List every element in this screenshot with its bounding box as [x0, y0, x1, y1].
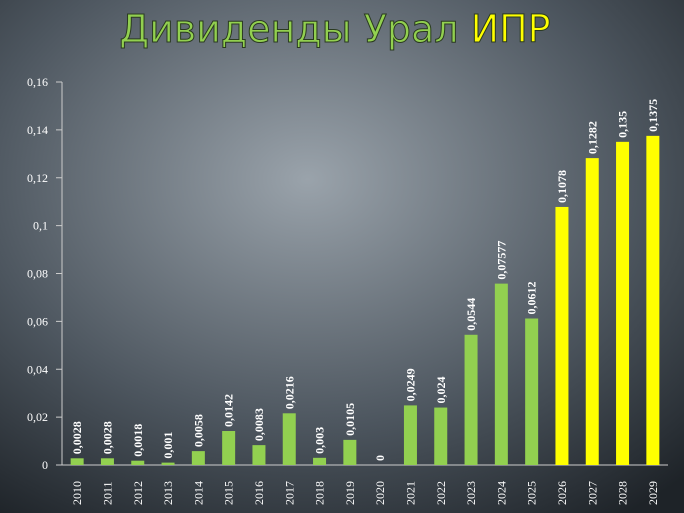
x-tick-label: 2029	[646, 481, 660, 505]
bar	[525, 318, 539, 465]
x-tick-label: 2010	[70, 481, 84, 505]
x-tick-label: 2013	[161, 481, 175, 505]
value-label: 0,135	[616, 111, 630, 138]
x-tick-label: 2011	[100, 481, 114, 505]
y-tick-label: 0,12	[27, 171, 48, 185]
bar	[222, 431, 236, 465]
value-label: 0,003	[313, 427, 327, 454]
bar	[252, 445, 266, 465]
value-label: 0,1375	[646, 99, 660, 132]
x-tick-label: 2019	[343, 481, 357, 505]
y-tick-label: 0,16	[27, 75, 48, 89]
y-tick-label: 0,02	[27, 410, 48, 424]
bar	[100, 458, 114, 465]
bar	[434, 407, 448, 465]
bar	[131, 460, 145, 465]
value-label: 0,0216	[282, 376, 296, 409]
bar	[494, 283, 508, 465]
bar	[282, 413, 296, 465]
bar	[313, 457, 327, 465]
value-label: 0,1078	[555, 170, 569, 203]
bar	[585, 158, 599, 465]
y-tick-label: 0,1	[33, 219, 48, 233]
value-label: 0,0612	[525, 282, 539, 315]
title-main: Дивиденды Урал	[119, 7, 458, 51]
y-tick-label: 0,08	[27, 267, 48, 281]
x-tick-label: 2028	[616, 481, 630, 505]
x-tick-label: 2018	[313, 481, 327, 505]
bar	[403, 405, 417, 465]
y-tick-label: 0	[42, 458, 48, 472]
x-tick-label: 2026	[555, 481, 569, 505]
value-label: 0,0018	[131, 424, 145, 457]
x-tick-label: 2015	[222, 481, 236, 505]
bar	[161, 462, 175, 465]
x-tick-label: 2025	[525, 481, 539, 505]
x-tick-label: 2024	[494, 481, 508, 505]
bar	[555, 206, 569, 466]
value-label: 0,0058	[191, 414, 205, 447]
x-tick-label: 2023	[464, 481, 478, 505]
value-label: 0,1282	[585, 121, 599, 154]
value-label: 0,024	[434, 377, 448, 404]
bar	[464, 334, 478, 465]
chart-title: Дивиденды Урал ИПР	[119, 7, 550, 51]
y-tick-label: 0,06	[27, 314, 48, 328]
value-label: 0,0105	[343, 403, 357, 436]
x-tick-label: 2027	[585, 481, 599, 505]
y-tick-label: 0,14	[27, 123, 48, 137]
bar	[191, 451, 205, 465]
value-label: 0,07577	[494, 241, 508, 280]
x-tick-label: 2014	[191, 481, 205, 505]
value-label: 0,0083	[252, 408, 266, 441]
y-tick-label: 0,04	[27, 362, 48, 376]
x-tick-label: 2020	[373, 481, 387, 505]
title-highlight: ИПР	[471, 7, 551, 51]
value-label: 0,0544	[464, 298, 478, 331]
x-tick-label: 2016	[252, 481, 266, 505]
bar	[343, 439, 357, 465]
x-tick-label: 2021	[403, 481, 417, 505]
x-tick-label: 2022	[434, 481, 448, 505]
value-label: 0,0028	[100, 421, 114, 454]
x-tick-label: 2017	[282, 481, 296, 505]
value-label: 0,0249	[403, 368, 417, 401]
bar	[70, 458, 84, 465]
bar	[646, 135, 660, 465]
bar	[616, 141, 630, 465]
x-tick-label: 2012	[131, 481, 145, 505]
value-label: 0,001	[161, 432, 175, 459]
value-label: 0	[373, 455, 387, 461]
value-label: 0,0142	[222, 394, 236, 427]
value-label: 0,0028	[70, 421, 84, 454]
